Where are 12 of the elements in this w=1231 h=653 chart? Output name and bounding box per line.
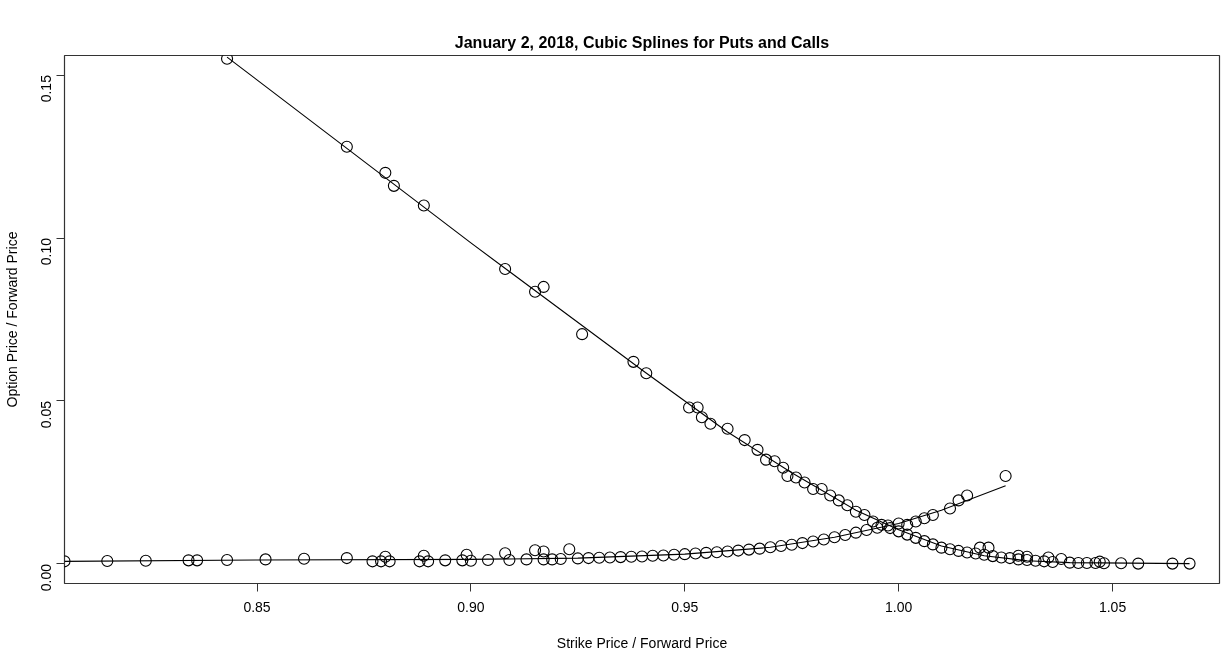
y-tick-label: 0.15 xyxy=(38,74,55,103)
y-tick-label: 0.00 xyxy=(38,563,55,592)
y-axis-title: Option Price / Forward Price xyxy=(3,231,20,408)
x-tick-label: 1.05 xyxy=(1098,598,1127,615)
x-tick-label: 0.90 xyxy=(457,598,485,615)
x-axis-title: Strike Price / Forward Price xyxy=(556,634,728,651)
x-tick-label: 1.00 xyxy=(885,598,913,615)
y-tick-label: 0.10 xyxy=(38,237,55,266)
x-tick-label: 0.95 xyxy=(671,598,699,615)
x-tick-label: 0.85 xyxy=(243,598,271,615)
chart-title: January 2, 2018, Cubic Splines for Puts and Calls xyxy=(454,33,830,51)
y-tick-label: 0.05 xyxy=(38,400,55,429)
